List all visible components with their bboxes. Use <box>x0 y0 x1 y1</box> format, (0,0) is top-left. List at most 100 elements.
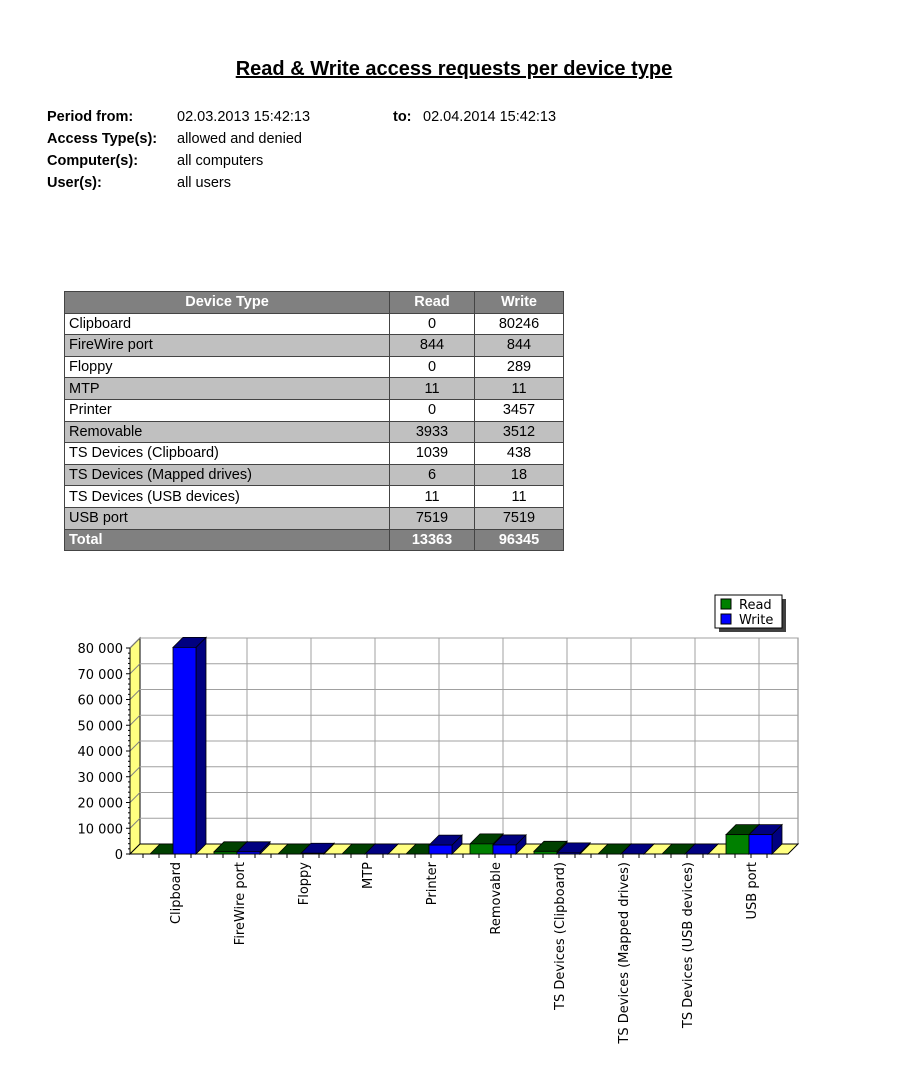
header-device-type: Device Type <box>64 291 390 314</box>
y-tick-label: 70 000 <box>78 668 124 683</box>
gridline-wall <box>129 637 141 649</box>
computers-value: all computers <box>177 153 264 169</box>
computers-label: Computer(s): <box>47 153 139 169</box>
table-row: FireWire port 844 844 <box>64 334 564 357</box>
device-type-cell: USB port <box>64 506 390 530</box>
table-row: MTP 11 11 <box>64 377 564 400</box>
bar-front <box>556 852 581 855</box>
table-row: USB port 7519 7519 <box>64 506 564 530</box>
y-tick-label: 50 000 <box>78 719 124 734</box>
y-tick-label: 10 000 <box>78 822 124 837</box>
read-cell: 7519 <box>389 506 475 530</box>
report-title-text: Read & Write access requests per device … <box>235 58 673 80</box>
write-cell: 80246 <box>474 312 564 336</box>
y-tick-label: 20 000 <box>78 797 124 812</box>
device-type-cell: TS Devices (USB devices) <box>64 485 390 508</box>
table-row: Clipboard 0 80246 <box>64 312 564 336</box>
legend-label: Read <box>739 598 772 613</box>
legend-swatch-write <box>720 613 732 625</box>
bar-front <box>172 646 197 855</box>
period-to-label: to: <box>393 109 412 125</box>
total-read: 13363 <box>389 528 475 552</box>
read-cell: 11 <box>389 485 475 508</box>
legend-swatch-read <box>720 598 732 610</box>
bar-write <box>364 843 399 855</box>
users-label: User(s): <box>47 175 102 191</box>
table-row: TS Devices (Mapped drives) 6 18 <box>64 463 564 487</box>
y-tick-label: 0 <box>115 848 123 863</box>
device-type-cell: Clipboard <box>64 312 390 336</box>
table-total-row: Total 13363 96345 <box>64 528 564 552</box>
x-tick-label: TS Devices (USB devices) <box>681 862 696 1029</box>
read-cell: 0 <box>389 398 475 422</box>
total-label: Total <box>64 528 390 552</box>
gridline-wall <box>129 689 141 700</box>
table-header-row: Device Type Read Write <box>64 291 564 314</box>
bar-top <box>620 843 655 855</box>
bar-write <box>300 842 335 855</box>
bar-write <box>748 823 783 855</box>
device-type-bar-chart: 0 10 000 20 000 30 000 40 000 50 000 60 000 70 … <box>78 594 800 1045</box>
read-cell: 1039 <box>389 442 475 465</box>
x-tick-label: TS Devices (Clipboard) <box>553 862 568 1011</box>
bar-write <box>620 842 655 855</box>
bar-front <box>213 851 238 855</box>
device-type-cell: TS Devices (Mapped drives) <box>64 463 390 487</box>
access-types-value: allowed and denied <box>177 131 302 147</box>
read-cell: 0 <box>389 312 475 336</box>
y-tick-label: 30 000 <box>78 771 124 786</box>
device-type-cell: FireWire port <box>64 334 390 357</box>
gridline-wall <box>129 663 141 675</box>
write-cell: 438 <box>474 442 564 465</box>
write-cell: 7519 <box>474 506 564 530</box>
device-type-table: Device Type Read Write Clipboard 0 80246 Fi… <box>64 291 564 552</box>
bar-front <box>748 834 773 855</box>
bar-write <box>428 834 463 855</box>
gridline-wall <box>129 792 141 803</box>
device-type-cell: Floppy <box>64 355 390 379</box>
device-type-cell: Printer <box>64 398 390 422</box>
device-type-cell: MTP <box>64 377 390 400</box>
y-tick-label: 80 000 <box>78 642 124 657</box>
header-write: Write <box>474 291 564 314</box>
table-row: Printer 0 3457 <box>64 398 564 422</box>
write-cell: 18 <box>474 463 564 487</box>
x-tick-label: USB port <box>745 862 760 919</box>
period-from-label: Period from: <box>47 109 134 125</box>
y-tick-label: 60 000 <box>78 694 124 709</box>
y-tick-label: 40 000 <box>78 745 124 760</box>
gridline-wall <box>129 766 141 778</box>
report-title: Read & Write access requests per device … <box>0 58 908 81</box>
table-row: Removable 3933 3512 <box>64 420 564 444</box>
read-cell: 6 <box>389 463 475 487</box>
read-cell: 11 <box>389 377 475 400</box>
bar-write <box>236 840 271 855</box>
header-read: Read <box>389 291 475 314</box>
device-type-cell: Removable <box>64 420 390 444</box>
bar-write <box>684 843 719 855</box>
gridline-wall <box>129 817 141 829</box>
bar-write <box>492 833 527 855</box>
bar-top <box>684 843 719 855</box>
gridline-wall <box>129 740 141 752</box>
table-row: TS Devices (Clipboard) 1039 438 <box>64 442 564 465</box>
x-tick-label: MTP <box>361 862 376 889</box>
access-types-label: Access Type(s): <box>47 131 158 147</box>
period-to-value: 02.04.2014 15:42:13 <box>423 109 557 125</box>
x-tick-label: Floppy <box>297 862 312 906</box>
bar-front <box>428 844 453 855</box>
bar-front <box>469 843 494 855</box>
write-cell: 3512 <box>474 420 564 444</box>
bar-front <box>236 851 261 855</box>
bar-top <box>364 843 399 855</box>
bar-front <box>492 844 517 855</box>
x-tick-label: Printer <box>425 861 440 905</box>
bar-write <box>172 636 207 855</box>
read-cell: 844 <box>389 334 475 357</box>
bar-front <box>300 852 325 855</box>
read-cell: 0 <box>389 355 475 379</box>
read-cell: 3933 <box>389 420 475 444</box>
total-write: 96345 <box>474 528 564 552</box>
gridline-wall <box>129 714 141 726</box>
